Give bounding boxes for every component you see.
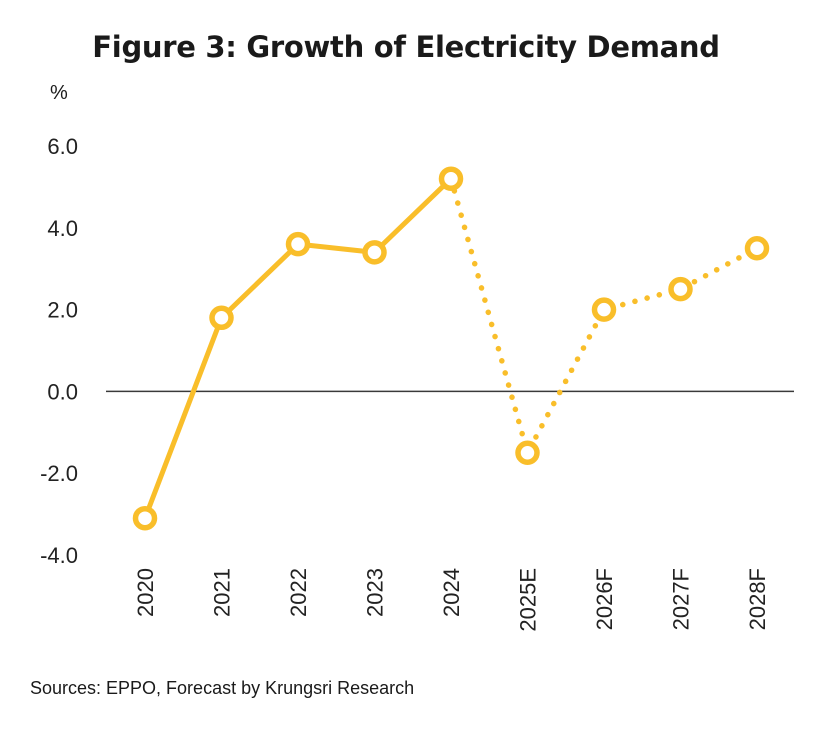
data-point-marker	[438, 166, 464, 191]
series-line-forecast	[448, 175, 760, 456]
y-tick-label: 2.0	[47, 298, 78, 323]
x-tick-label: 2020	[133, 568, 158, 617]
y-tick-label: 6.0	[47, 134, 78, 159]
series-line-actual	[142, 176, 454, 521]
data-point-marker	[515, 440, 540, 465]
y-tick-label: 4.0	[47, 216, 78, 241]
data-point-marker	[362, 240, 387, 265]
source-note: Sources: EPPO, Forecast by Krungsri Rese…	[30, 678, 415, 698]
x-tick-label: 2023	[363, 568, 388, 617]
x-tick-label: 2027F	[669, 568, 694, 630]
data-point-marker	[285, 231, 311, 257]
x-tick-label: 2026F	[592, 568, 617, 630]
y-tick-label: -4.0	[40, 543, 78, 568]
data-point-marker	[744, 236, 770, 261]
data-point-marker	[591, 297, 617, 322]
x-tick-label: 2024	[439, 568, 464, 617]
x-tick-label: 2028F	[745, 568, 770, 630]
y-axis-ticks: -4.0 -2.0 0.0 2.0 4.0 6.0	[40, 134, 78, 568]
chart-title: Figure 3: Growth of Electricity Demand	[92, 30, 720, 64]
data-point-marker	[132, 505, 158, 531]
x-axis-ticks: 2020 2021 2022 2023 2024 2025E 2026F 2027F 2028F	[133, 568, 770, 632]
x-tick-label: 2025E	[516, 568, 541, 632]
data-point-marker	[209, 305, 234, 331]
series-lines	[142, 175, 760, 521]
data-point-marker	[668, 276, 693, 302]
x-tick-label: 2022	[286, 568, 311, 617]
y-tick-label: -2.0	[40, 461, 78, 486]
x-tick-label: 2021	[210, 568, 235, 617]
y-axis-unit-label: %	[50, 82, 68, 104]
y-tick-label: 0.0	[47, 379, 78, 404]
series-markers	[132, 166, 770, 531]
